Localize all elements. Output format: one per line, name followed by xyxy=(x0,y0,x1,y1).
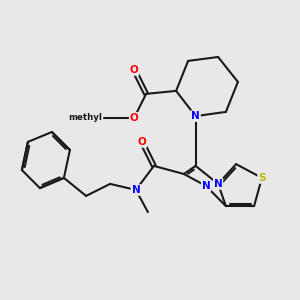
Text: methyl: methyl xyxy=(69,113,103,122)
Text: O: O xyxy=(130,65,139,75)
Text: N: N xyxy=(214,179,223,189)
Text: N: N xyxy=(202,181,211,191)
Text: S: S xyxy=(258,173,266,183)
Text: N: N xyxy=(131,185,140,195)
Text: N: N xyxy=(191,111,200,121)
Text: O: O xyxy=(130,113,139,123)
Text: O: O xyxy=(137,137,146,147)
